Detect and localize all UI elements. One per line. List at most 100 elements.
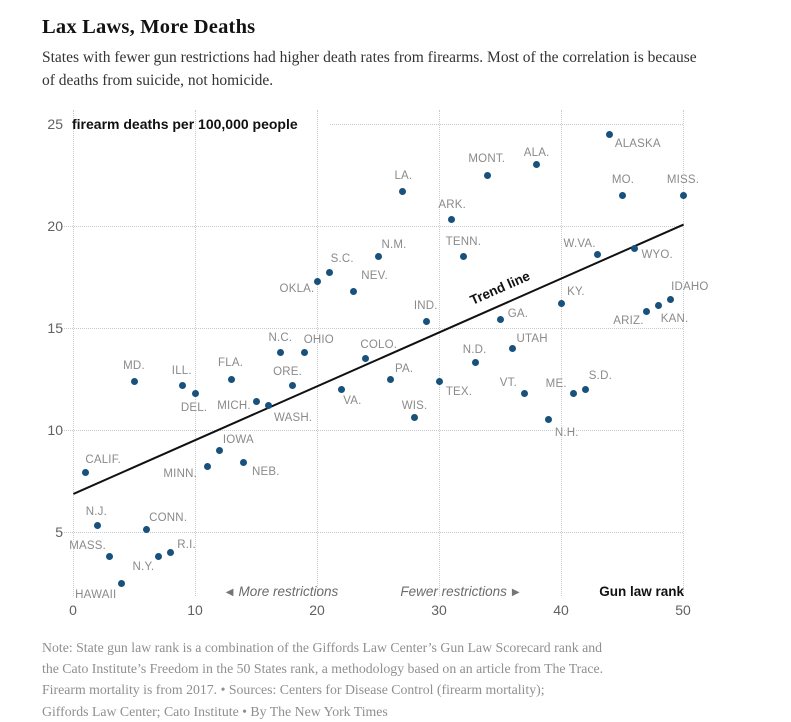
note-line: Firearm mortality is from 2017. • Source… [42, 682, 545, 698]
data-point-ariz [642, 308, 650, 316]
state-label: IDAHO [671, 281, 709, 294]
data-point-va [337, 385, 345, 393]
data-point-ri [167, 548, 175, 556]
data-point-fla [228, 375, 236, 383]
trend-line [73, 223, 684, 496]
state-label: PA. [395, 363, 414, 375]
state-label: GA. [507, 307, 529, 320]
data-point-ny [154, 552, 162, 560]
y-gridline [330, 124, 683, 125]
x-tick-label: 10 [187, 602, 203, 618]
data-point-tex [435, 377, 443, 385]
x-tick-label: 30 [431, 602, 447, 618]
state-label: ARIZ. [613, 314, 644, 327]
x-gridline [683, 110, 684, 596]
y-gridline [62, 430, 683, 431]
state-label: N.J. [85, 505, 108, 518]
x-tick-label: 40 [553, 602, 569, 618]
data-point-idaho [667, 295, 675, 303]
note-line: Giffords Law Center; Cato Institute • By… [42, 703, 388, 719]
state-label: OKLA. [279, 283, 315, 296]
more-restrictions-annotation: ◀ More restrictions [226, 584, 338, 599]
data-point-la [398, 187, 406, 195]
state-label: N.M. [381, 238, 407, 251]
state-label: N.D. [462, 343, 487, 356]
state-label: COLO. [360, 338, 398, 351]
data-point-iowa [215, 446, 223, 454]
note-line: Note: State gun law rank is a combinatio… [42, 640, 603, 655]
data-point-pa [386, 375, 394, 383]
data-point-sd [581, 385, 589, 393]
state-label: FLA. [218, 357, 244, 369]
data-point-nc [276, 348, 284, 356]
y-axis-unit-label: firearm deaths per 100,000 people [72, 116, 298, 132]
state-label: ME. [545, 378, 567, 391]
more-restrictions-label: More restrictions [238, 584, 339, 599]
state-label: ALASKA [614, 138, 661, 151]
state-label: N.H. [554, 426, 579, 439]
data-point-nj [93, 522, 101, 530]
page-title: Lax Laws, More Deaths [42, 16, 256, 38]
data-point-hawaii [118, 579, 126, 587]
data-point-ky [557, 300, 565, 308]
data-point-mont [484, 171, 492, 179]
data-point-nm [374, 253, 382, 261]
x-tick-label: 50 [675, 602, 691, 618]
x-axis-label: Gun law rank [599, 584, 684, 599]
state-label: MO. [611, 174, 635, 187]
data-point-neb [240, 459, 248, 467]
state-label: IOWA [222, 434, 254, 447]
x-gridline [73, 110, 74, 596]
data-point-ohio [301, 348, 309, 356]
source-note: Note: State gun law rank is a combinatio… [42, 637, 754, 722]
trend-line-label: Trend line [467, 268, 533, 308]
state-label: N.C. [268, 332, 293, 345]
x-gridline [317, 110, 318, 596]
data-point-minn [203, 463, 211, 471]
state-label: NEV. [361, 270, 388, 283]
data-point-del [191, 389, 199, 397]
data-point-wyo [630, 244, 638, 252]
data-point-miss [679, 191, 687, 199]
y-tick-label: 5 [55, 524, 63, 540]
data-point-mass [106, 552, 114, 560]
data-point-mo [618, 191, 626, 199]
state-label: IND. [413, 299, 438, 312]
data-point-tenn [459, 253, 467, 261]
data-point-md [130, 377, 138, 385]
right-arrow-icon: ▶ [511, 587, 520, 598]
data-point-colo [362, 355, 370, 363]
data-point-calif [81, 469, 89, 477]
data-point-ill [179, 381, 187, 389]
note-line: the Cato Institute’s Freedom in the 50 S… [42, 661, 604, 677]
y-gridline [62, 226, 683, 227]
state-label: MISS. [666, 174, 700, 187]
data-point-nev [350, 287, 358, 295]
data-point-mich [252, 397, 260, 405]
data-point-nd [472, 359, 480, 367]
state-label: KY. [567, 285, 585, 298]
state-label: MASS. [69, 540, 106, 553]
state-label: S.C. [330, 252, 354, 265]
state-label: W.VA. [563, 237, 596, 250]
y-gridline [62, 532, 683, 533]
state-label: R.I. [177, 539, 196, 552]
state-label: MICH. [217, 400, 251, 413]
state-label: TENN. [445, 235, 482, 248]
data-point-ore [289, 381, 297, 389]
state-label: N.Y. [132, 561, 155, 574]
chart-subtitle: States with fewer gun restrictions had h… [42, 49, 697, 89]
state-label: WIS. [401, 399, 428, 412]
state-label: UTAH [516, 333, 548, 346]
state-label: MONT. [468, 153, 506, 165]
y-gridline [62, 328, 683, 329]
state-label: MD. [123, 360, 145, 373]
y-tick-label: 25 [47, 116, 63, 132]
state-label: KAN. [660, 312, 689, 325]
state-label: ARK. [438, 198, 467, 211]
x-gridline [195, 110, 196, 596]
state-label: S.D. [588, 370, 612, 383]
data-point-vt [520, 389, 528, 397]
state-label: CONN. [149, 511, 188, 524]
